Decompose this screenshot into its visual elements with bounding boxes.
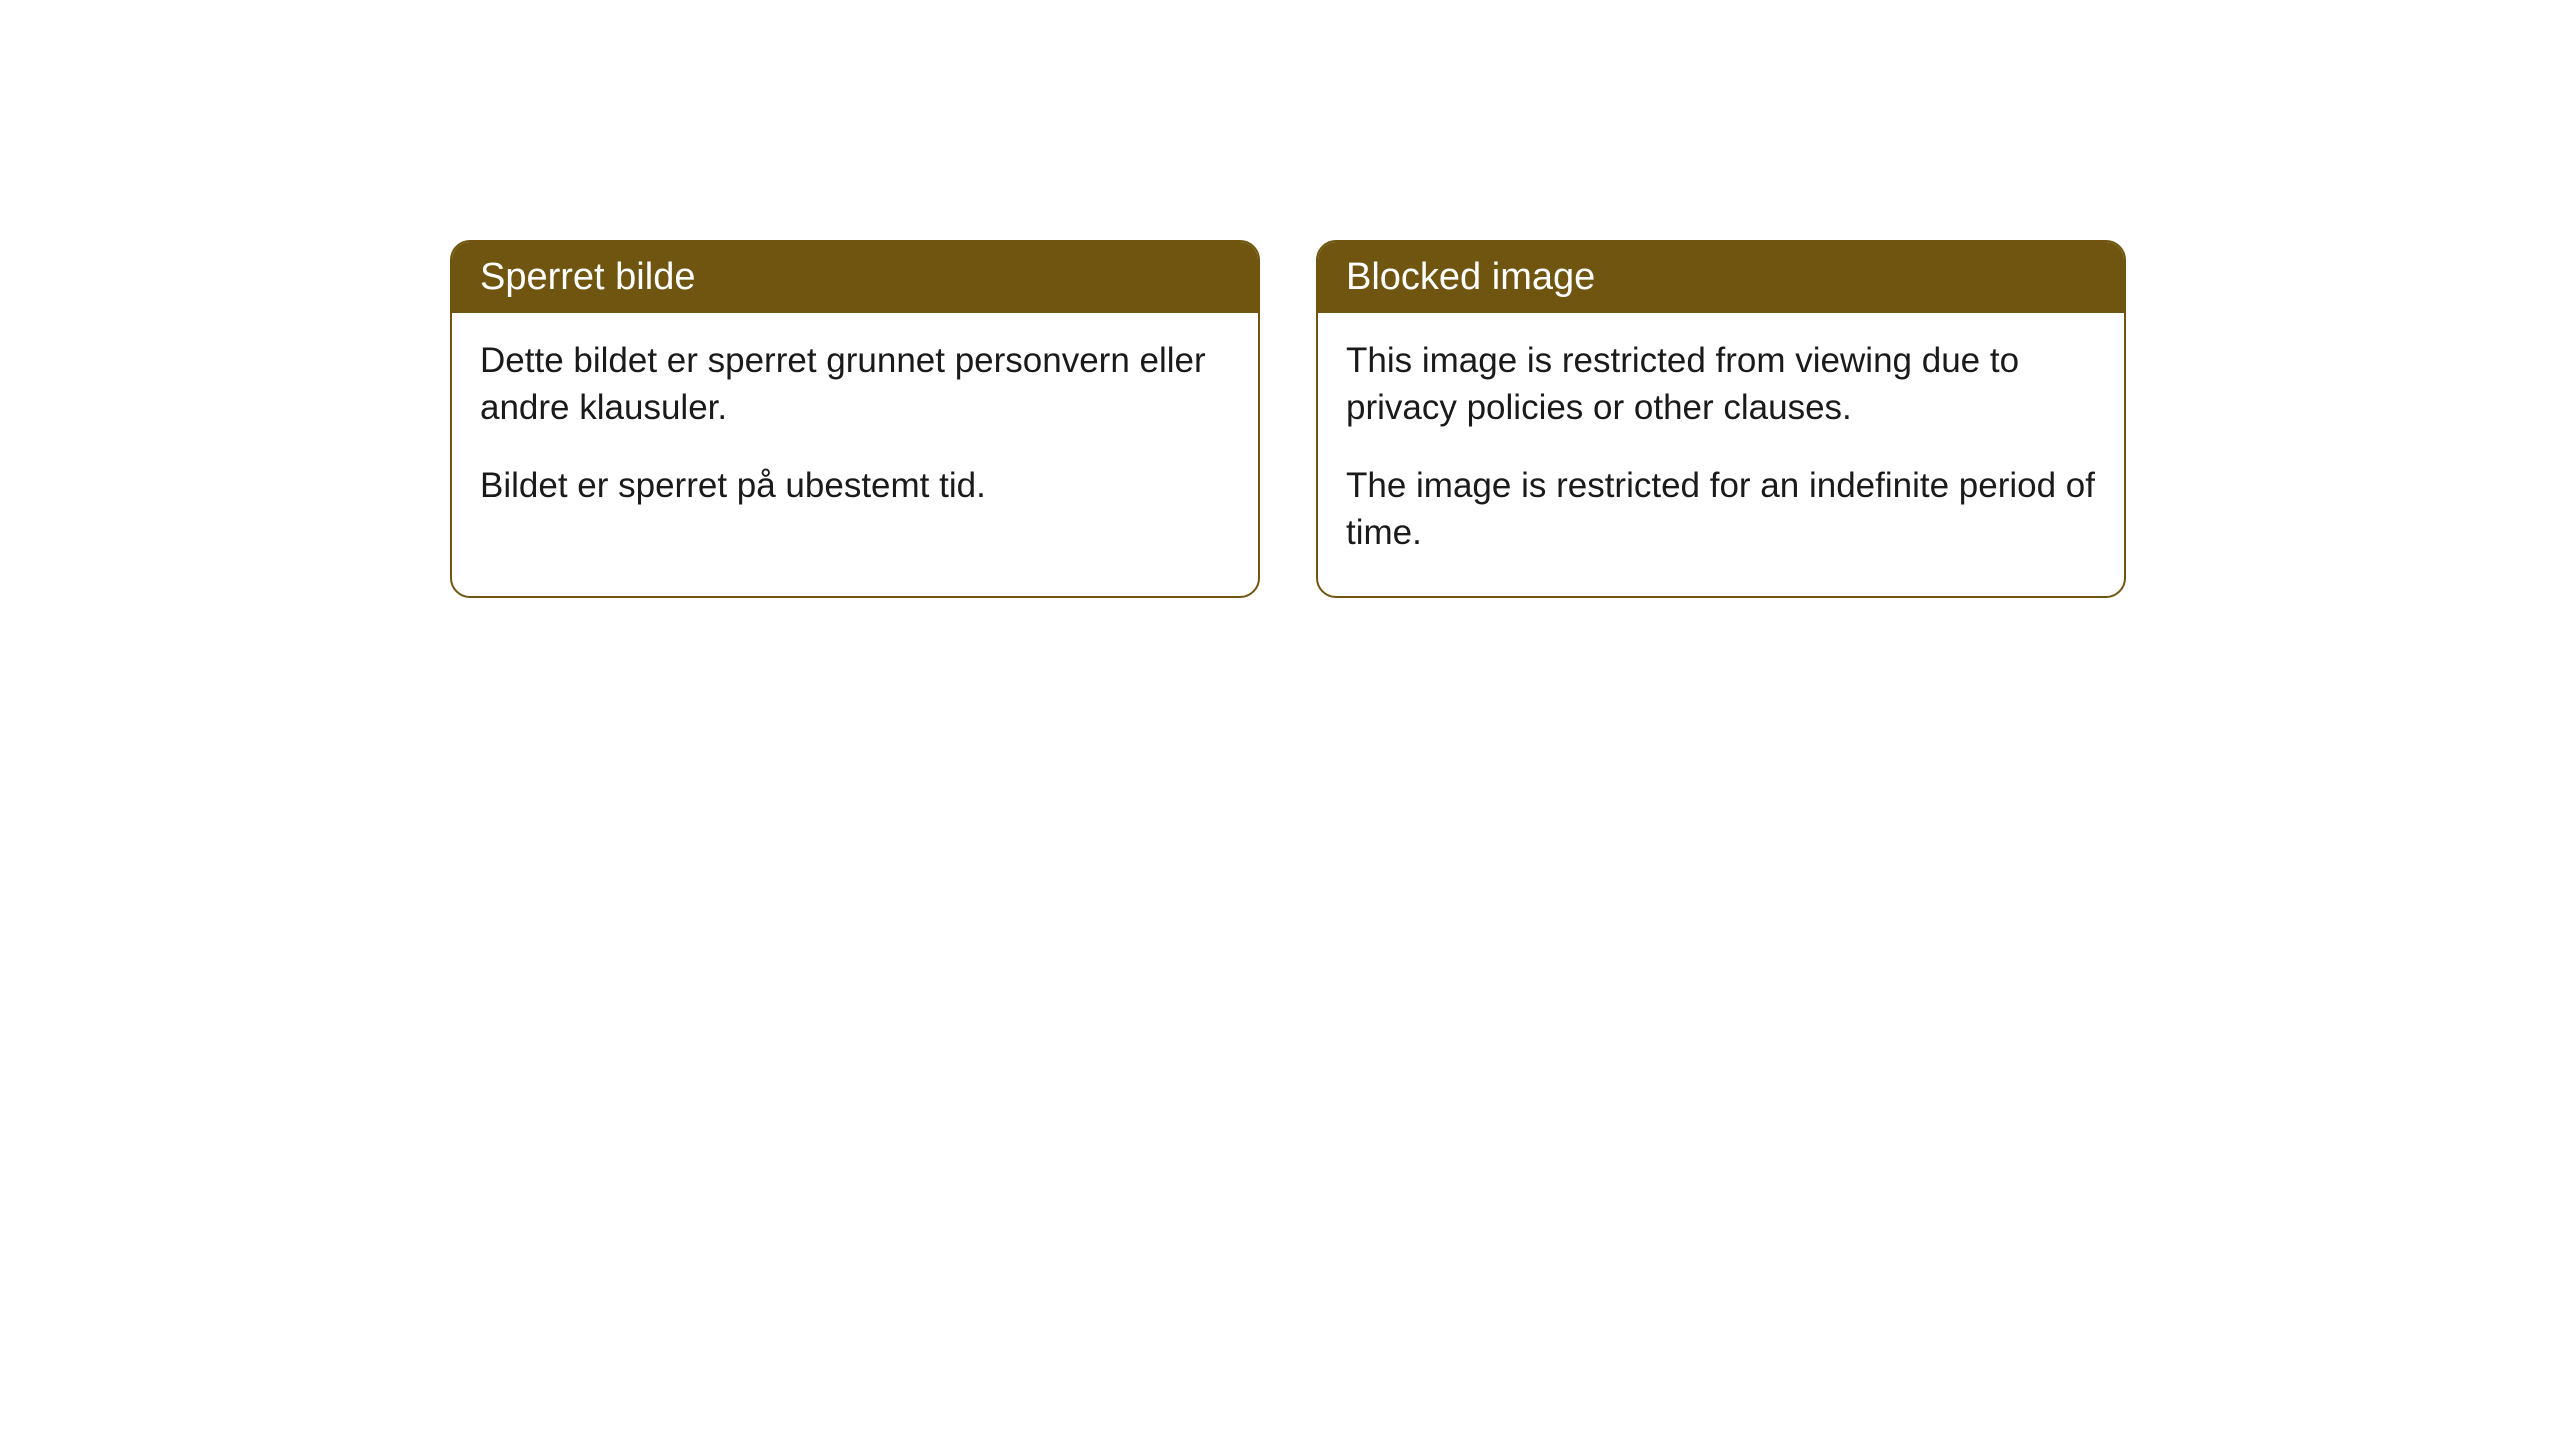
card-paragraph: This image is restricted from viewing du…	[1346, 337, 2096, 432]
card-body-norwegian: Dette bildet er sperret grunnet personve…	[452, 313, 1258, 549]
card-body-english: This image is restricted from viewing du…	[1318, 313, 2124, 596]
notice-card-english: Blocked image This image is restricted f…	[1316, 240, 2126, 598]
card-header-english: Blocked image	[1318, 242, 2124, 313]
card-paragraph: Bildet er sperret på ubestemt tid.	[480, 462, 1230, 509]
card-paragraph: Dette bildet er sperret grunnet personve…	[480, 337, 1230, 432]
card-paragraph: The image is restricted for an indefinit…	[1346, 462, 2096, 557]
notice-cards-container: Sperret bilde Dette bildet er sperret gr…	[450, 240, 2126, 598]
notice-card-norwegian: Sperret bilde Dette bildet er sperret gr…	[450, 240, 1260, 598]
card-header-norwegian: Sperret bilde	[452, 242, 1258, 313]
